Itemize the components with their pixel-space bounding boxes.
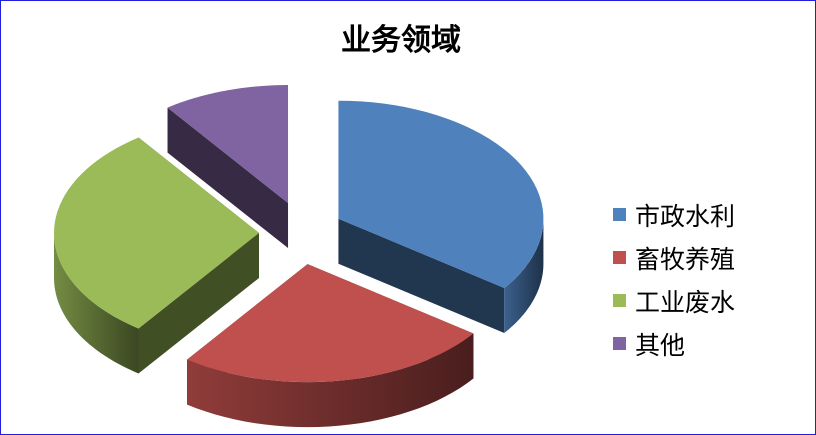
legend: 市政水利畜牧养殖工业废水其他 <box>613 193 735 365</box>
legend-label: 工业废水 <box>635 287 736 317</box>
chart-title: 业务领域 <box>341 23 461 58</box>
legend-swatch <box>613 337 626 350</box>
legend-label: 市政水利 <box>635 201 736 231</box>
legend-item: 工业废水 <box>613 279 735 322</box>
legend-item: 畜牧养殖 <box>613 236 735 279</box>
slice-side-0 <box>504 218 544 334</box>
legend-swatch <box>613 208 626 221</box>
legend-label: 畜牧养殖 <box>635 244 736 274</box>
slice-wall-0 <box>338 218 505 334</box>
slice-3 <box>167 85 289 204</box>
pie-chart <box>54 85 544 428</box>
slice-0 <box>338 100 544 289</box>
slice-wall-2 <box>138 233 259 374</box>
legend-swatch <box>613 251 626 264</box>
legend-item: 市政水利 <box>613 193 735 236</box>
slice-2 <box>54 137 259 329</box>
slice-1 <box>187 264 474 383</box>
legend-swatch <box>613 294 626 307</box>
legend-label: 其他 <box>635 330 686 360</box>
slice-wall-3 <box>167 107 289 249</box>
legend-item: 其他 <box>613 322 735 365</box>
slice-side-1 <box>187 333 474 428</box>
slice-side-2 <box>54 233 139 374</box>
